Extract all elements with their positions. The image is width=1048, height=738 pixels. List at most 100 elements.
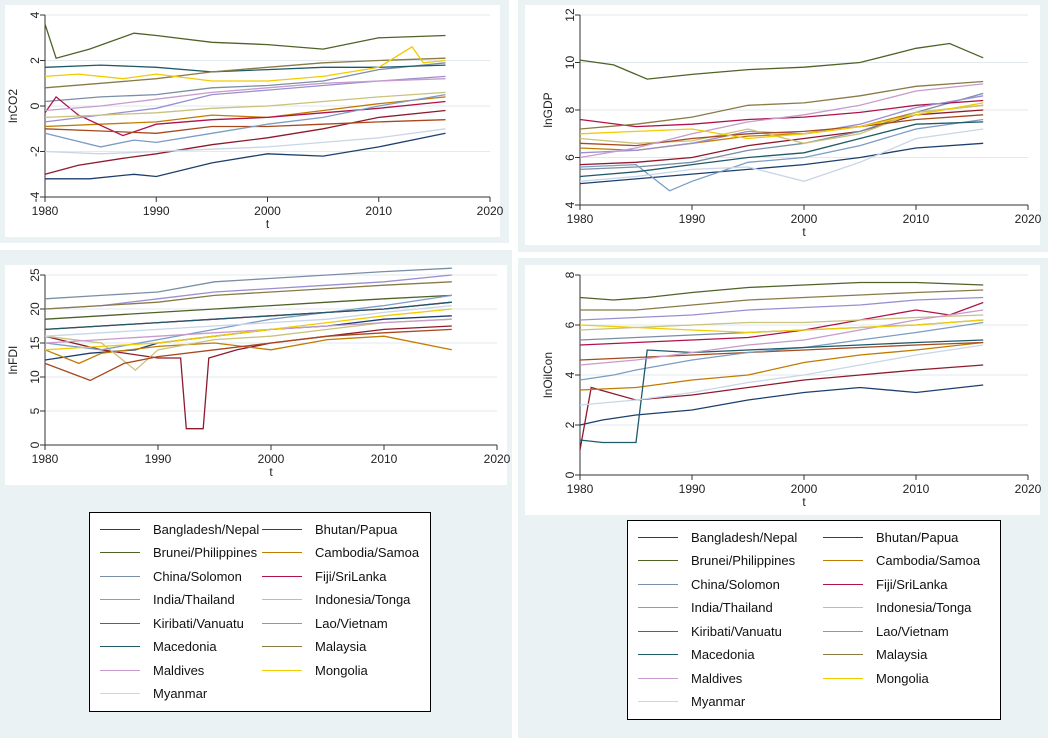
legend-left: Bangladesh/Nepal Bhutan/Papua Brunei/Phili…	[89, 512, 431, 712]
x-tick-label: 1990	[679, 212, 706, 226]
x-axis-label: t	[266, 217, 270, 231]
series-line	[44, 62, 446, 103]
chart-lnco2: 1980 1990 2000 2010 2020 -4 -2 0 2 4 t lnCO2	[5, 5, 504, 237]
x-tick-label: 2010	[365, 204, 392, 218]
legend-item: Brunei/Philippines	[638, 550, 795, 572]
legend-swatch	[638, 607, 678, 608]
x-tick-label: 1980	[32, 204, 59, 218]
legend-swatch	[638, 677, 678, 679]
x-axis-label: t	[802, 225, 806, 239]
y-tick-label: 0	[28, 441, 42, 448]
legend-label: Cambodia/Samoa	[876, 553, 981, 568]
legend-label: Lao/Vietnam	[315, 615, 388, 631]
series-line	[44, 95, 446, 137]
series-line	[579, 118, 984, 192]
legend-swatch	[262, 646, 302, 647]
series-line	[579, 364, 984, 451]
series-line	[44, 57, 446, 89]
series-line	[44, 318, 452, 344]
legend-label: Mongolia	[315, 662, 368, 678]
series-line	[44, 328, 452, 382]
legend-label: Maldives	[153, 662, 205, 678]
legend-label: Fiji/SriLanka	[876, 576, 948, 592]
y-tick-label: 25	[28, 268, 42, 282]
chart-svg: 1980 1990 2000 2010 2020 4 6 8 10 12 t lnGDP	[541, 8, 1042, 239]
series-line	[44, 267, 452, 300]
y-tick-label: 4	[28, 11, 42, 18]
legend-label: Bhutan/Papua	[315, 521, 398, 537]
legend-swatch	[262, 575, 302, 577]
series-line	[579, 42, 984, 80]
legend-swatch	[638, 560, 678, 561]
chart-svg: 1980 1990 2000 2010 2020 -4 -2 0 2 4 t lnCO2	[6, 11, 504, 231]
x-tick-label: 1980	[567, 212, 594, 226]
legend-item: Indonesia/Tonga	[262, 589, 410, 611]
legend-item: Bangladesh/Nepal	[638, 526, 797, 548]
legend-label: Lao/Vietnam	[876, 623, 949, 639]
series-line	[579, 384, 984, 426]
series-line	[579, 319, 984, 334]
legend-item: Fiji/SriLanka	[262, 565, 387, 587]
series-line	[579, 321, 984, 381]
series-line	[44, 23, 446, 59]
x-tick-label: 2000	[258, 452, 285, 466]
legend-item: Kiribati/Vanuatu	[100, 612, 244, 634]
series-line	[579, 121, 984, 178]
legend-item: Bhutan/Papua	[262, 518, 397, 540]
y-axis-label: lnGDP	[541, 92, 555, 127]
legend-item: Maldives	[100, 659, 204, 681]
legend-swatch	[100, 575, 140, 577]
x-axis-label: t	[802, 495, 806, 509]
y-axis-label: lnFDI	[6, 346, 20, 375]
x-tick-label: 2010	[903, 212, 930, 226]
legend-label: China/Solomon	[691, 576, 780, 592]
legend-swatch	[100, 528, 140, 530]
legend-item: Kiribati/Vanuatu	[638, 620, 782, 642]
legend-swatch	[823, 677, 863, 679]
series-line	[44, 96, 446, 128]
legend-item: China/Solomon	[638, 573, 780, 595]
legend-item: Myanmar	[638, 691, 745, 713]
legend-right: Bangladesh/Nepal Bhutan/Papua Brunei/Phili…	[627, 520, 1001, 720]
series-line	[44, 91, 446, 119]
y-tick-label: 0	[563, 471, 577, 478]
y-tick-label: 12	[563, 8, 577, 22]
chart-svg: 1980 1990 2000 2010 2020 0 5 10 15 20 25 t lnFDI	[6, 267, 511, 479]
legend-item: Maldives	[638, 667, 742, 689]
legend-swatch	[823, 583, 863, 585]
legend-item: India/Thailand	[638, 597, 773, 619]
legend-swatch	[100, 646, 140, 647]
series-line	[579, 344, 984, 406]
legend-swatch	[823, 607, 863, 608]
series-line	[44, 318, 452, 372]
y-tick-label: 10	[563, 56, 577, 70]
legend-label: Maldives	[691, 670, 743, 686]
y-tick-label: 4	[563, 371, 577, 378]
legend-label: Bangladesh/Nepal	[691, 529, 798, 545]
y-tick-label: -4	[28, 191, 42, 202]
series-line	[44, 64, 446, 73]
y-tick-label: 10	[28, 370, 42, 384]
legend-item: Mongolia	[823, 667, 929, 689]
series-line	[44, 93, 446, 148]
legend-swatch	[100, 669, 140, 671]
legend-label: Bangladesh/Nepal	[153, 521, 260, 537]
legend-item: China/Solomon	[100, 565, 242, 587]
x-tick-label: 1980	[567, 482, 594, 496]
legend-item: Cambodia/Samoa	[823, 550, 980, 572]
legend-item: Fiji/SriLanka	[823, 573, 948, 595]
legend-label: Myanmar	[691, 694, 746, 709]
series-line	[579, 339, 984, 444]
legend-swatch	[262, 599, 302, 600]
series-line	[579, 83, 984, 159]
series-line	[579, 80, 984, 130]
y-tick-label: 6	[563, 154, 577, 161]
series-line	[579, 281, 984, 301]
series-line	[579, 341, 984, 361]
legend-swatch	[823, 654, 863, 655]
x-tick-label: 2000	[254, 204, 281, 218]
y-tick-label: 0	[28, 102, 42, 109]
chart-lngdp: 1980 1990 2000 2010 2020 4 6 8 10 12 t lnGDP	[525, 5, 1042, 245]
legend-label: Brunei/Philippines	[153, 545, 258, 560]
chart-svg: 1980 1990 2000 2010 2020 0 2 4 6 8 t lnOilCon	[541, 271, 1042, 509]
